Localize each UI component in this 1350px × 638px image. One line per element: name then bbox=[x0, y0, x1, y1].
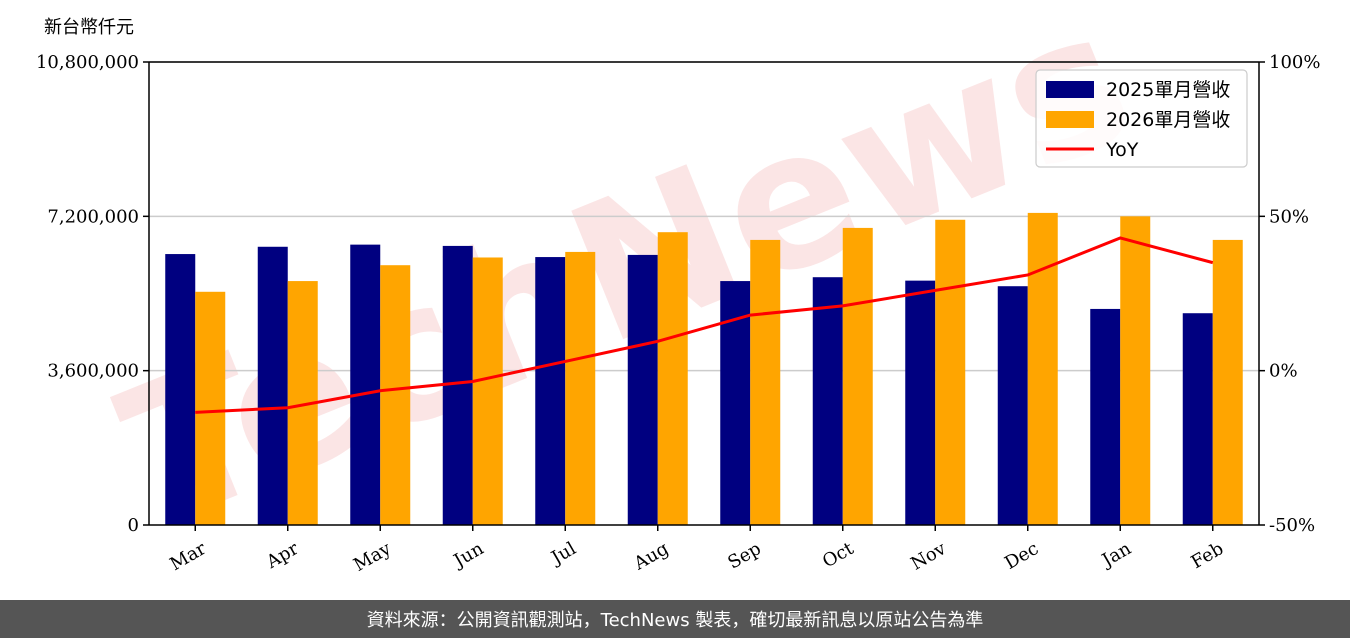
bar-2025-oct bbox=[812, 277, 843, 525]
bar-2026-jan bbox=[1120, 216, 1151, 526]
y-tick-label: 7,200,000 bbox=[47, 206, 139, 227]
legend-swatch-2025 bbox=[1046, 81, 1094, 98]
bar-2026-jul bbox=[565, 251, 596, 525]
source-footer: 資料來源：公開資訊觀測站，TechNews 製表，確切最新訊息以原站公告為準 bbox=[0, 600, 1350, 638]
y2-tick-label: 50% bbox=[1269, 206, 1309, 227]
x-tick-label-oct: Oct bbox=[819, 538, 858, 573]
legend-swatch-2026 bbox=[1046, 111, 1094, 128]
y2-tick-label: 0% bbox=[1269, 361, 1298, 382]
y-tick-label: 0 bbox=[128, 515, 139, 536]
bar-2026-jun bbox=[472, 257, 503, 525]
bar-2026-mar bbox=[195, 291, 226, 525]
legend-label-2025: 2025單月營收 bbox=[1106, 79, 1230, 101]
x-tick-label-feb: Feb bbox=[1188, 538, 1228, 573]
legend-label-yoy: YoY bbox=[1105, 139, 1139, 161]
bar-2025-mar bbox=[165, 254, 196, 525]
legend-label-2026: 2026單月營收 bbox=[1106, 109, 1230, 131]
bar-2026-oct bbox=[842, 227, 873, 526]
x-tick-label-jul: Jul bbox=[546, 538, 580, 570]
x-tick-label-dec: Dec bbox=[1001, 538, 1042, 574]
x-tick-label-nov: Nov bbox=[907, 538, 950, 575]
bar-2026-dec bbox=[1027, 212, 1058, 526]
bar-2025-apr bbox=[257, 246, 288, 525]
x-tick-label-may: May bbox=[350, 538, 395, 576]
bar-2026-may bbox=[380, 265, 411, 525]
bar-2026-nov bbox=[935, 219, 966, 525]
bar-2025-feb bbox=[1182, 313, 1213, 525]
revenue-chart: TechNews 03,600,0007,200,00010,800,000-5… bbox=[36, 0, 1321, 576]
yoy-line-layer bbox=[195, 236, 1214, 414]
y-tick-label: 10,800,000 bbox=[36, 52, 139, 73]
legend: 2025單月營收 2026單月營收 YoY bbox=[1035, 69, 1248, 168]
bar-2026-sep bbox=[750, 239, 781, 525]
bar-2025-jul bbox=[535, 257, 566, 525]
bars bbox=[165, 212, 1243, 526]
y2-tick-label: 100% bbox=[1269, 52, 1320, 73]
y2-tick-label: -50% bbox=[1269, 515, 1315, 536]
bar-2025-nov bbox=[905, 280, 936, 525]
bar-2025-jan bbox=[1090, 308, 1121, 525]
yoy-line bbox=[195, 236, 1214, 414]
x-tick-label-jun: Jun bbox=[449, 538, 488, 573]
x-tick-label-aug: Aug bbox=[630, 538, 673, 575]
x-tick-label-apr: Apr bbox=[262, 538, 302, 573]
bar-2025-aug bbox=[627, 254, 658, 525]
y-axis-unit-label: 新台幣仟元 bbox=[44, 17, 134, 38]
source-text: 資料來源：公開資訊觀測站，TechNews 製表，確切最新訊息以原站公告為準 bbox=[366, 610, 984, 631]
bar-2025-may bbox=[350, 244, 381, 525]
bar-2026-aug bbox=[657, 232, 688, 525]
x-tick-label-sep: Sep bbox=[724, 538, 764, 573]
bar-2025-dec bbox=[997, 286, 1028, 525]
x-tick-label-jan: Jan bbox=[1097, 538, 1135, 572]
chart-area: TechNews 0 3,600,000 7,200,000 10,800,000 -5… bbox=[36, 0, 1321, 576]
y-tick-label: 3,600,000 bbox=[47, 361, 139, 382]
bar-2026-feb bbox=[1212, 239, 1243, 525]
